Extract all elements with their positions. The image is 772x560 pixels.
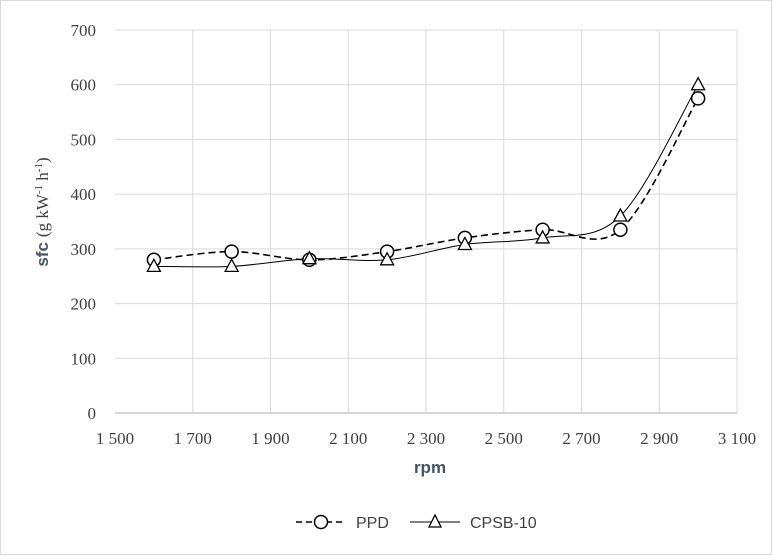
y-axis-title-main: sfc: [33, 242, 52, 267]
y-tick-label: 100: [71, 349, 97, 368]
tick-labels: 1 500 1 700 1 900 2 100 2 300 2 500 2 700 2 900…: [71, 21, 757, 448]
x-tick-label: 2 300: [407, 429, 445, 448]
data-point-cpsb-10: [690, 76, 706, 91]
y-tick-label: 600: [71, 76, 97, 95]
data-point-cpsb-10: [146, 258, 162, 273]
y-axis-unit-suffix: ): [33, 157, 52, 163]
legend: PPD CPSB-10: [296, 513, 537, 532]
data-point-cpsb-10: [612, 207, 628, 222]
gridlines: [115, 29, 738, 413]
data-point-ppd: [613, 222, 628, 237]
legend-label-cpsb-10: CPSB-10: [470, 515, 537, 532]
legend-item-cpsb-10: CPSB-10: [410, 513, 537, 532]
y-tick-label: 700: [71, 21, 97, 40]
x-tick-label: 2 900: [640, 429, 678, 448]
x-tick-label: 2 500: [485, 429, 523, 448]
x-tick-label: 1 900: [251, 429, 289, 448]
y-tick-label: 0: [88, 404, 97, 423]
legend-marker-ppd: [313, 514, 329, 530]
x-tick-label: 3 100: [718, 429, 756, 448]
y-axis-unit-exp2: -1: [33, 163, 45, 172]
legend-label-ppd: PPD: [356, 515, 389, 532]
legend-item-ppd: PPD: [296, 514, 389, 532]
x-tick-label: 2 100: [329, 429, 367, 448]
series-layer: [146, 76, 706, 273]
y-axis-unit-mid: h: [33, 172, 52, 185]
y-tick-label: 300: [71, 240, 97, 259]
y-axis-unit-exp1: -1: [33, 185, 45, 194]
x-tick-label: 1 700: [174, 429, 212, 448]
x-axis-title: rpm: [414, 458, 446, 477]
data-point-cpsb-10: [301, 250, 317, 265]
y-tick-label: 200: [71, 295, 97, 314]
data-point-ppd: [690, 91, 706, 106]
y-tick-label: 500: [71, 130, 97, 149]
data-point-cpsb-10: [224, 258, 240, 273]
y-tick-label: 400: [71, 185, 97, 204]
x-tick-label: 1 500: [96, 429, 134, 448]
y-axis-unit-prefix: (g kW: [33, 193, 52, 237]
data-point-ppd: [224, 244, 239, 259]
data-point-cpsb-10: [457, 236, 473, 251]
y-axis-title: sfc(g kW-1 h-1): [33, 157, 52, 266]
data-point-cpsb-10: [379, 251, 395, 266]
data-point-cpsb-10: [535, 229, 551, 244]
x-tick-label: 2 700: [562, 429, 600, 448]
legend-marker-cpsb-10: [427, 513, 443, 528]
